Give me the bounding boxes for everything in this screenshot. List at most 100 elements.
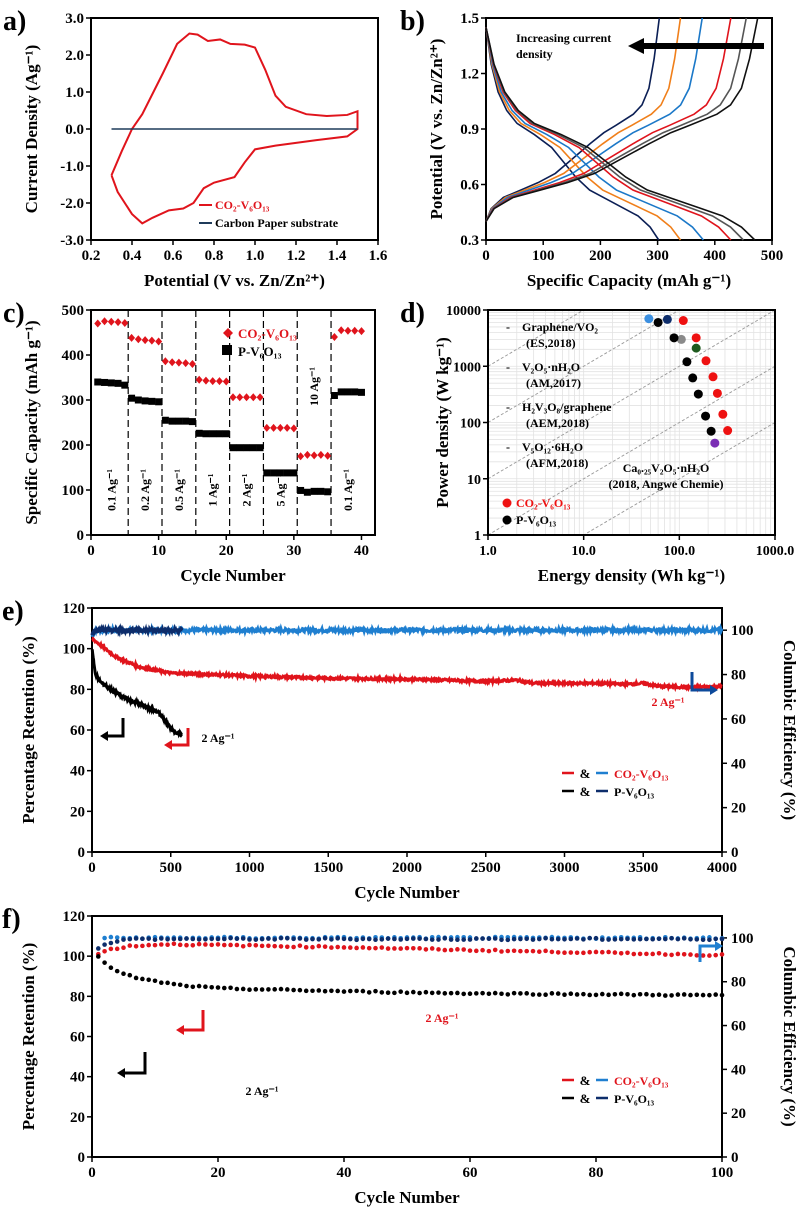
x-tick-label: 500 xyxy=(160,860,183,876)
p-v-o-retention-point xyxy=(398,989,404,994)
co-v-o-retention-point xyxy=(492,947,498,953)
y-tick-label: 0 xyxy=(78,845,86,861)
x-tick-label: 60 xyxy=(463,1165,478,1181)
co-v-o-retention-point xyxy=(511,948,517,954)
co-v-o-retention-point xyxy=(593,949,599,955)
co-v-o-retention-point xyxy=(455,947,460,952)
p-v6o13-point xyxy=(706,426,716,436)
literature-ref: (AEM,2018) xyxy=(526,416,589,430)
co-v-o-ce-point xyxy=(114,935,120,940)
p-v6o13-point xyxy=(682,357,692,367)
p-v-o-retention-point xyxy=(171,981,177,987)
y-axis-title: Specific Capacity (mAh g⁻¹) xyxy=(22,320,41,524)
p-v-o-retention-point xyxy=(518,991,523,996)
co-v-o-retention-point xyxy=(247,942,252,948)
co2-v6o13-point xyxy=(283,423,291,432)
reference-time-line xyxy=(488,310,775,480)
y-tick-label: -2.0 xyxy=(60,196,84,212)
p-v-o-retention-point xyxy=(146,977,151,983)
co2-v6o13-point xyxy=(351,326,359,335)
p-v6o13-point xyxy=(276,469,284,477)
co-v-o-ce-point xyxy=(108,934,114,940)
p-v-o-retention-point xyxy=(688,992,693,998)
p-v-o-ce-point xyxy=(366,936,372,942)
co-v-o-retention-point xyxy=(366,945,372,951)
x-tick-label: 4000 xyxy=(707,860,737,876)
x-tick-label: 1.0 xyxy=(246,248,265,264)
p-v-o-ce-point xyxy=(102,942,107,947)
p-v-o-ce-point xyxy=(177,936,183,942)
p-v-o-ce-point xyxy=(146,936,151,941)
p-v-o-ce-point xyxy=(612,937,618,942)
p-v6o13-point xyxy=(263,469,271,477)
x-tick-label: 0.4 xyxy=(123,248,142,264)
reference-time-line xyxy=(488,365,775,535)
co2-v6o13-point xyxy=(243,393,251,402)
x-axis-title: Potential (V vs. Zn/Zn²⁺) xyxy=(144,271,325,290)
co-v-o-retention-point xyxy=(461,947,467,952)
p-v-o-retention-point xyxy=(713,992,718,997)
co2-v6o13-point xyxy=(114,318,122,327)
p-v-o-retention-point xyxy=(127,972,133,978)
p-v-o-retention-point xyxy=(555,991,561,996)
p-v-o-ce-point xyxy=(297,936,303,941)
p-v-o-ce-point xyxy=(650,936,655,942)
black-arrow-left-axis xyxy=(104,718,125,738)
literature-point xyxy=(710,438,720,448)
legend-marker xyxy=(502,498,512,508)
co-v-o-retention-point xyxy=(555,950,561,955)
discharge-curve xyxy=(485,27,660,241)
y-tick-label: 200 xyxy=(62,438,85,454)
p-v-o-ce-point xyxy=(121,937,126,942)
co-v-o-retention-point xyxy=(209,942,214,948)
co-v-o-retention-point xyxy=(341,945,347,950)
p-v-o-retention-point xyxy=(385,990,391,995)
literature-dash: - xyxy=(506,440,510,454)
p-v-o-retention-point xyxy=(505,992,511,997)
p-v-o-ce-point xyxy=(184,936,189,941)
co2-v6o13-point xyxy=(678,316,688,326)
ca-ref: (2018, Angwe Chemie) xyxy=(609,477,724,491)
p-v6o13-point xyxy=(303,488,311,496)
x-tick-label: 20 xyxy=(211,1165,226,1181)
co-v-o-retention-point xyxy=(681,952,687,957)
y2-tick-label: 0 xyxy=(731,845,739,861)
p-v-o-retention-point xyxy=(259,987,265,992)
p-v-o-ce-point xyxy=(442,936,448,941)
co-v-o-retention-point xyxy=(272,943,278,949)
p-v-o-retention-point xyxy=(310,988,315,994)
p-v-o-retention-point xyxy=(190,984,196,990)
legend-label: CO₂-V₆O₁₃ xyxy=(614,1074,669,1088)
p-v6o13-point xyxy=(653,317,663,327)
co2-v6o13-point xyxy=(718,409,728,419)
p-v-o-retention-point xyxy=(612,991,618,997)
p-v-o-ce-point xyxy=(335,936,341,941)
p-v-o-ce-point xyxy=(209,936,214,942)
p-v-o-retention-point xyxy=(316,988,322,993)
p-v-o-ce-point xyxy=(593,935,599,941)
p-v-o-ce-point xyxy=(511,936,517,942)
p-v6o13-point xyxy=(297,486,305,494)
y-tick-label: 100 xyxy=(63,949,86,965)
p-v-o-ce-point xyxy=(203,936,208,942)
p-v-o-retention-point xyxy=(650,992,655,998)
co-v-o-retention-point xyxy=(266,943,271,949)
co2-v6o13-point xyxy=(276,423,284,432)
p-v-o-ce-point xyxy=(291,936,296,942)
p-v6o13-point xyxy=(188,418,196,426)
co-v-o-retention-point xyxy=(303,945,309,950)
co-v-o-retention-point xyxy=(448,947,454,953)
co-v-o-retention-point xyxy=(600,949,605,955)
x-tick-label: 200 xyxy=(589,248,612,264)
plot-frame xyxy=(90,309,376,536)
rate-label: 2 Ag⁻¹ xyxy=(240,473,254,506)
p-v-o-ce-point xyxy=(341,936,347,942)
x-tick-label: 100 xyxy=(711,1165,734,1181)
co-v-o-retention-point xyxy=(637,951,643,957)
p-v-o-retention-point xyxy=(329,988,334,994)
co2-v6o13-point xyxy=(263,423,271,432)
y-tick-label: 3.0 xyxy=(65,11,84,27)
p-v-o-ce-point xyxy=(562,936,567,942)
reference-time-line xyxy=(582,422,775,535)
p-v-o-ce-point xyxy=(555,936,561,942)
